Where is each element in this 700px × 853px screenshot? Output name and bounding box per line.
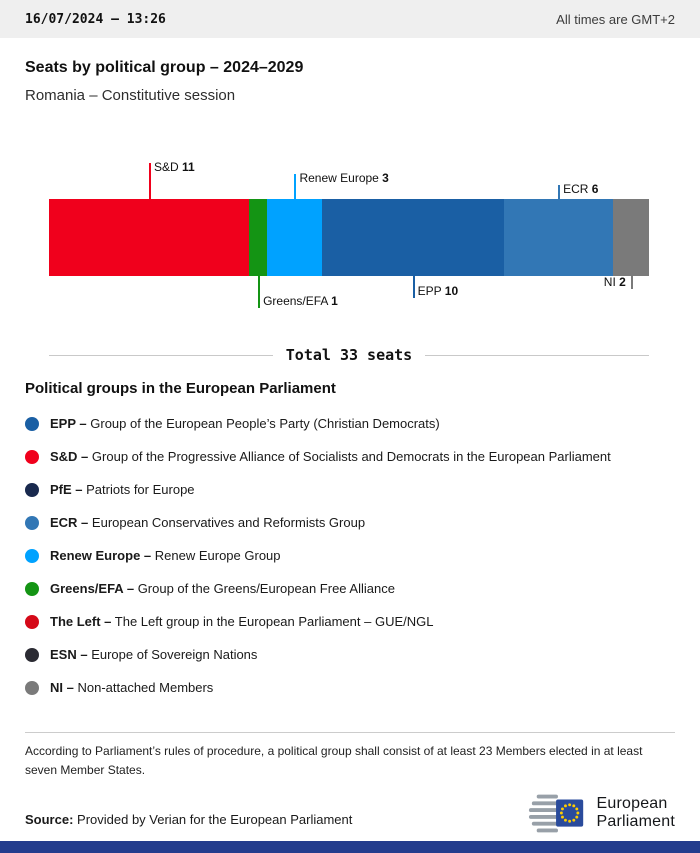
total-rule-left bbox=[49, 354, 273, 356]
legend-item-label: S&D – Group of the Progressive Alliance … bbox=[50, 449, 611, 464]
chart-leader-renew-europe bbox=[294, 174, 297, 199]
seats-chart: S&D 11 Greens/EFA 1 Renew Europe 3 EPP 10 EC… bbox=[49, 124, 649, 316]
chart-label-ni: NI 2 bbox=[603, 275, 626, 289]
epp-color-dot bbox=[25, 416, 39, 431]
bar-segment-epp bbox=[321, 199, 504, 276]
legend-list: EPP – Group of the European People’s Par… bbox=[25, 407, 675, 704]
total-seats-row: Total 33 seats bbox=[49, 346, 649, 364]
top-bar: 16/07/2024 – 13:26 All times are GMT+2 bbox=[0, 0, 700, 38]
stacked-seat-bar bbox=[49, 199, 649, 276]
legend-item-ni: NI – Non-attached Members bbox=[25, 671, 675, 704]
logo-wordmark: European Parliament bbox=[596, 794, 675, 831]
chart-label-epp: EPP 10 bbox=[417, 284, 459, 298]
legend-item-label: EPP – Group of the European People’s Par… bbox=[50, 416, 440, 431]
datetime-label: 16/07/2024 – 13:26 bbox=[25, 11, 166, 27]
legend-item-pfe: PfE – Patriots for Europe bbox=[25, 473, 675, 506]
legend-item-sd: S&D – Group of the Progressive Alliance … bbox=[25, 440, 675, 473]
eu-flag-icon bbox=[528, 794, 583, 833]
sd-color-dot bbox=[25, 449, 39, 464]
ecr-color-dot bbox=[25, 515, 39, 530]
legend-item-label: Renew Europe – Renew Europe Group bbox=[50, 548, 281, 563]
legend-heading: Political groups in the European Parliam… bbox=[25, 380, 336, 397]
bar-segment-s-d bbox=[49, 199, 249, 276]
chart-label-s-d: S&D 11 bbox=[154, 160, 195, 174]
bar-segment-greens-efa bbox=[249, 199, 268, 276]
chart-leader-s-d bbox=[149, 163, 151, 199]
legend-item-greens: Greens/EFA – Group of the Greens/Europea… bbox=[25, 572, 675, 605]
page-subtitle: Romania – Constitutive session bbox=[25, 87, 236, 104]
bar-segment-ecr bbox=[503, 199, 613, 276]
legend-item-label: PfE – Patriots for Europe bbox=[50, 482, 195, 497]
legend-item-label: The Left – The Left group in the Europea… bbox=[50, 614, 434, 629]
main-content: Seats by political group – 2024–2029 Rom… bbox=[0, 59, 700, 835]
timezone-note: All times are GMT+2 bbox=[556, 11, 675, 27]
source-row: Source: Provided by Verian for the Europ… bbox=[25, 791, 675, 835]
pfe-color-dot bbox=[25, 482, 39, 497]
chart-leader-epp bbox=[412, 276, 415, 298]
renew-color-dot bbox=[25, 548, 39, 563]
legend-item-label: ECR – European Conservatives and Reformi… bbox=[50, 515, 366, 530]
legend-item-renew: Renew Europe – Renew Europe Group bbox=[25, 539, 675, 572]
total-rule-right bbox=[425, 354, 649, 356]
ni-color-dot bbox=[25, 680, 39, 695]
chart-leader-ni bbox=[630, 276, 633, 289]
legend-item-label: ESN – Europe of Sovereign Nations bbox=[50, 647, 258, 662]
chart-label-renew-europe: Renew Europe 3 bbox=[299, 171, 389, 185]
left-color-dot bbox=[25, 614, 39, 629]
chart-leader-ecr bbox=[558, 185, 561, 199]
chart-label-greens-efa: Greens/EFA 1 bbox=[263, 294, 338, 308]
total-seats-label: Total 33 seats bbox=[285, 346, 413, 364]
page-title: Seats by political group – 2024–2029 bbox=[25, 59, 304, 76]
legend-item-epp: EPP – Group of the European People’s Par… bbox=[25, 407, 675, 440]
legend-item-label: NI – Non-attached Members bbox=[50, 680, 214, 695]
legend-item-label: Greens/EFA – Group of the Greens/Europea… bbox=[50, 581, 395, 596]
bottom-bar bbox=[0, 841, 700, 853]
greens-color-dot bbox=[25, 581, 39, 596]
footnote: According to Parliament’s rules of proce… bbox=[25, 744, 643, 777]
footnote-divider bbox=[25, 732, 675, 733]
legend-item-ecr: ECR – European Conservatives and Reformi… bbox=[25, 506, 675, 539]
legend-item-left: The Left – The Left group in the Europea… bbox=[25, 605, 675, 638]
chart-label-ecr: ECR 6 bbox=[563, 182, 599, 196]
bar-segment-ni bbox=[612, 199, 649, 276]
esn-color-dot bbox=[25, 647, 39, 662]
bar-segment-renew-europe bbox=[267, 199, 322, 276]
source-line: Source: Provided by Verian for the Europ… bbox=[25, 812, 353, 828]
european-parliament-logo: European Parliament bbox=[527, 791, 675, 835]
legend-item-esn: ESN – Europe of Sovereign Nations bbox=[25, 638, 675, 671]
chart-leader-greens-efa bbox=[258, 276, 261, 308]
